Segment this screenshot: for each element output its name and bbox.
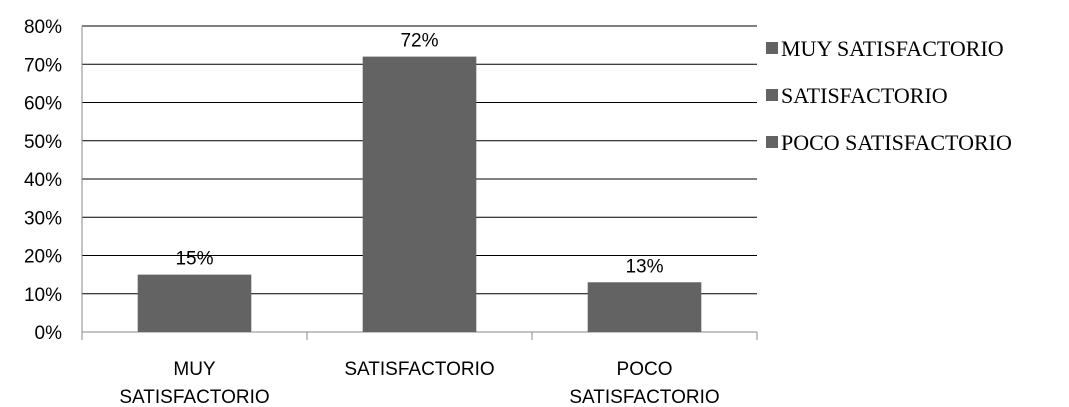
y-tick-label: 10%	[24, 285, 62, 306]
x-category-label: MUY	[173, 359, 216, 380]
legend-label: MUY SATISFACTORIO	[781, 36, 1004, 61]
legend-label: POCO SATISFACTORIO	[781, 130, 1012, 155]
y-tick-label: 60%	[24, 94, 62, 115]
legend: MUY SATISFACTORIO SATISFACTORIO POCO SATIS…	[766, 36, 1012, 155]
y-axis: 0% 10% 20% 30% 40% 50% 60% 70% 80%	[24, 17, 83, 344]
bar	[362, 56, 477, 332]
y-tick-label: 80%	[24, 17, 62, 38]
x-category-label: SATISFACTORIO	[569, 387, 719, 407]
x-category-label: SATISFACTORIO	[344, 359, 494, 380]
legend-swatch	[766, 136, 778, 148]
y-tick-label: 30%	[24, 208, 62, 229]
bar	[137, 274, 252, 332]
y-tick-label: 20%	[24, 247, 62, 268]
legend-swatch	[766, 42, 778, 54]
data-labels: 15% 72% 13%	[175, 31, 663, 278]
bar-series	[137, 56, 702, 332]
y-tick-label: 50%	[24, 132, 62, 153]
data-label: 15%	[175, 249, 213, 270]
y-tick-label: 70%	[24, 55, 62, 76]
x-category-label: POCO	[617, 359, 673, 380]
bar	[587, 282, 702, 332]
data-label: 13%	[625, 256, 663, 277]
y-tick-label: 0%	[35, 323, 63, 344]
legend-swatch	[766, 89, 778, 101]
x-category-label: SATISFACTORIO	[119, 387, 269, 407]
y-tick-label: 40%	[24, 170, 62, 191]
x-axis: MUY SATISFACTORIO SATISFACTORIO POCO SATISFA…	[81, 331, 758, 407]
legend-label: SATISFACTORIO	[781, 83, 948, 108]
data-label: 72%	[400, 31, 438, 52]
